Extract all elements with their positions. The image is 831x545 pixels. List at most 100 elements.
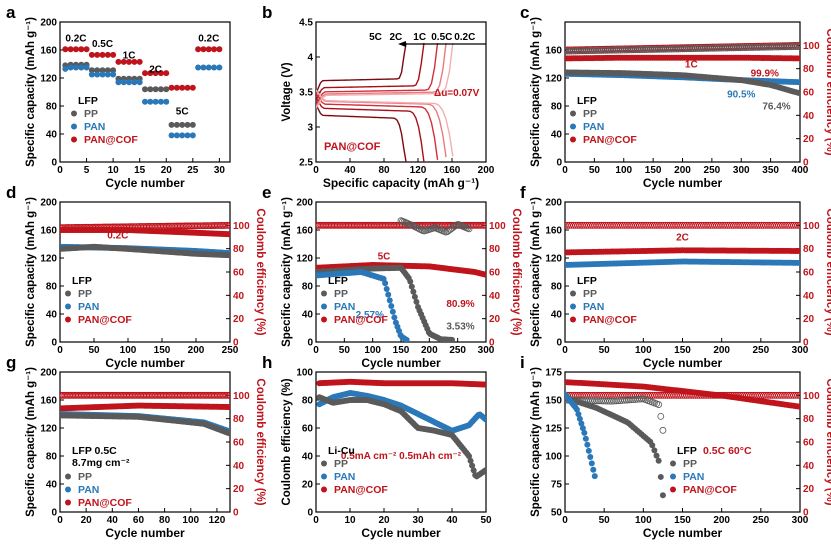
y-tick-label: 80 <box>302 282 314 293</box>
data-point <box>711 221 718 229</box>
data-point <box>205 64 212 71</box>
data-point <box>595 221 603 229</box>
data-point <box>625 396 633 404</box>
plot-frame <box>59 21 231 163</box>
data-point <box>632 391 639 399</box>
series-pan-cof <box>565 54 800 62</box>
data-point <box>664 45 671 53</box>
curve-discharge-2C <box>316 97 425 162</box>
data-point <box>745 221 753 229</box>
data-point <box>466 453 473 460</box>
data-point <box>179 121 186 128</box>
data-point <box>704 221 712 229</box>
series-pp <box>60 243 230 259</box>
x-tick-label: 0 <box>313 165 319 176</box>
x-tick-label: 0 <box>562 515 568 526</box>
data-point <box>120 79 127 86</box>
x-tick-label: 250 <box>449 345 466 356</box>
data-point <box>568 47 575 55</box>
panel-d: d0 50 100 150 200 250040801201602000204060801… <box>6 183 266 370</box>
y-axis-label: Specific capacity (mAh g⁻¹) <box>530 17 542 167</box>
data-point <box>136 58 143 65</box>
y-axis-label: Voltage (V) <box>281 62 293 121</box>
x-tick-label: 60 <box>133 515 145 526</box>
legend-marker <box>570 316 576 323</box>
annotation: 80.9% <box>446 299 474 310</box>
data-point <box>623 221 631 229</box>
data-point <box>638 395 646 403</box>
y-tick-label: 3 <box>307 123 313 134</box>
data-point <box>657 391 665 399</box>
data-point <box>691 221 699 229</box>
y-right-tick-label: 80 <box>489 244 501 255</box>
data-point <box>685 221 693 229</box>
data-point <box>115 58 122 65</box>
data-point <box>483 381 486 388</box>
data-point <box>408 283 415 290</box>
data-point <box>94 51 101 58</box>
data-point <box>574 221 582 229</box>
data-point <box>672 221 680 229</box>
data-point <box>147 86 154 93</box>
data-point <box>227 231 230 238</box>
data-point <box>184 84 191 91</box>
data-point <box>570 221 577 229</box>
y-axis-label: Specific capacity (mAh g⁻¹) <box>25 17 37 167</box>
legend-item: PP <box>334 288 348 300</box>
x-axis-label: Specific capacity (mAh g⁻¹) <box>323 176 479 190</box>
legend-marker <box>65 303 71 310</box>
y-tick-label: 120 <box>40 424 57 435</box>
data-point <box>110 71 117 78</box>
data-point <box>770 221 778 229</box>
data-point <box>621 221 629 229</box>
panel-label: b <box>262 3 272 22</box>
y-axis-right-label: Coulomb efficiency (%) <box>254 208 266 335</box>
x-tick-label: 300 <box>733 165 750 176</box>
data-point <box>625 46 633 54</box>
data-point <box>617 221 624 229</box>
x-tick-label: 150 <box>154 345 171 356</box>
data-point <box>104 71 111 78</box>
x-tick-label: 250 <box>704 165 721 176</box>
y-tick-label: 125 <box>545 424 562 435</box>
legend-item: PP <box>583 108 597 120</box>
data-point <box>659 492 666 499</box>
data-point <box>131 79 138 86</box>
data-point <box>585 47 592 55</box>
data-point <box>608 46 616 54</box>
data-point <box>792 43 800 50</box>
data-point <box>152 70 159 77</box>
data-point <box>83 46 90 53</box>
data-point <box>668 45 676 53</box>
y-axis-right-label: Coulomb efficiency (%) <box>824 28 831 155</box>
data-point <box>764 391 772 399</box>
data-point <box>657 473 664 480</box>
y-axis-label: Coulomb efficiency (%) <box>281 378 293 505</box>
legend-item: PAN <box>78 484 99 496</box>
data-point <box>766 391 774 399</box>
data-point <box>698 45 706 52</box>
series-pan <box>316 390 486 434</box>
data-point <box>679 221 686 229</box>
data-point <box>173 121 180 128</box>
legend-subtitle: 8.7mg cm⁻² <box>72 457 130 469</box>
y-tick-label: 80 <box>46 102 58 113</box>
y-axis-label: Specific capacity (mAh g⁻¹) <box>25 367 37 517</box>
data-point <box>779 221 787 229</box>
y-right-tick-label: 100 <box>803 221 820 232</box>
data-point <box>589 47 597 55</box>
data-point <box>619 46 627 54</box>
data-point <box>62 65 69 72</box>
data-point <box>483 271 486 278</box>
panel-i: i0 50 100 150 200 250 300507510012515017502040… <box>520 353 831 540</box>
legend-item: PAN <box>683 471 704 483</box>
x-tick-label: 0 <box>57 515 63 526</box>
panel-label: d <box>6 183 16 202</box>
legend-marker <box>321 316 327 323</box>
y-right-tick-label: 60 <box>233 438 245 449</box>
y-right-tick-label: 0 <box>803 508 809 519</box>
data-point <box>758 43 765 51</box>
data-point <box>574 47 582 55</box>
plot-area <box>316 217 486 342</box>
